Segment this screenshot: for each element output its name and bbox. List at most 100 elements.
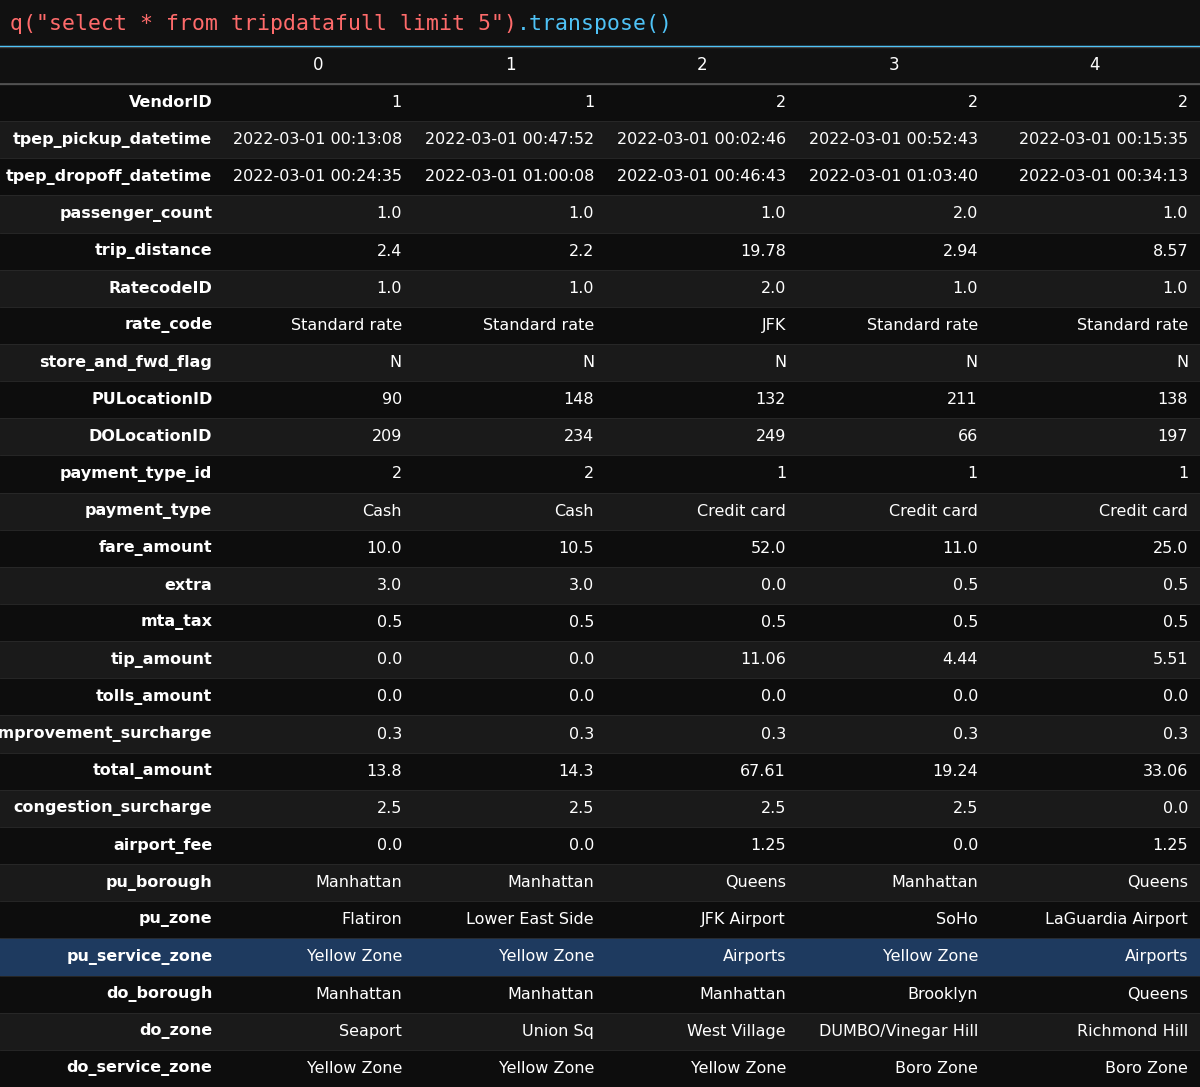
Bar [0, 382, 1200, 418]
Text: 1.0: 1.0 [953, 280, 978, 296]
Text: 14.3: 14.3 [558, 764, 594, 778]
Text: 3.0: 3.0 [377, 578, 402, 592]
Text: 1: 1 [775, 466, 786, 482]
Text: VendorID: VendorID [128, 95, 212, 110]
Bar [0, 715, 1200, 752]
Bar [0, 827, 1200, 864]
Text: 2: 2 [776, 95, 786, 110]
Text: 2: 2 [584, 466, 594, 482]
Text: 2.5: 2.5 [377, 801, 402, 816]
Text: Standard rate: Standard rate [1076, 317, 1188, 333]
Text: Queens: Queens [1127, 987, 1188, 1001]
Text: DOLocationID: DOLocationID [89, 429, 212, 445]
Text: N: N [582, 355, 594, 370]
Text: 2022-03-01 00:13:08: 2022-03-01 00:13:08 [233, 133, 402, 147]
Text: 10.5: 10.5 [558, 541, 594, 555]
Text: 0.5: 0.5 [1163, 615, 1188, 630]
Text: Flatiron: Flatiron [341, 912, 402, 927]
Text: Airports: Airports [722, 949, 786, 964]
Text: trip_distance: trip_distance [95, 243, 212, 259]
Text: 2: 2 [392, 466, 402, 482]
Text: 0.3: 0.3 [1163, 726, 1188, 741]
Bar [0, 1050, 1200, 1087]
Text: 2022-03-01 00:46:43: 2022-03-01 00:46:43 [617, 170, 786, 185]
Bar [0, 455, 1200, 492]
Text: q("select * from tripdatafull limit 5"): q("select * from tripdatafull limit 5") [10, 14, 517, 35]
Text: 2022-03-01 00:15:35: 2022-03-01 00:15:35 [1019, 133, 1188, 147]
Text: 0.0: 0.0 [377, 689, 402, 704]
Text: 2: 2 [968, 95, 978, 110]
Text: 1.0: 1.0 [569, 280, 594, 296]
Text: 0.0: 0.0 [1163, 689, 1188, 704]
Text: Richmond Hill: Richmond Hill [1076, 1024, 1188, 1039]
Text: Seaport: Seaport [340, 1024, 402, 1039]
Text: 1.25: 1.25 [750, 838, 786, 853]
Bar [0, 1013, 1200, 1050]
Text: 1.0: 1.0 [1163, 280, 1188, 296]
Text: payment_type_id: payment_type_id [60, 466, 212, 482]
Text: 2: 2 [1178, 95, 1188, 110]
Text: 25.0: 25.0 [1152, 541, 1188, 555]
Text: Union Sq: Union Sq [522, 1024, 594, 1039]
Text: do_borough: do_borough [106, 986, 212, 1002]
Text: 2.4: 2.4 [377, 243, 402, 259]
Bar [0, 270, 1200, 307]
Text: 1.0: 1.0 [569, 207, 594, 222]
Text: 2.5: 2.5 [761, 801, 786, 816]
Text: 138: 138 [1158, 392, 1188, 408]
Text: 2: 2 [697, 57, 707, 74]
Text: 19.24: 19.24 [932, 764, 978, 778]
Text: 2022-03-01 01:00:08: 2022-03-01 01:00:08 [425, 170, 594, 185]
Text: 148: 148 [563, 392, 594, 408]
Text: 211: 211 [947, 392, 978, 408]
Text: 4.44: 4.44 [942, 652, 978, 667]
Text: improvement_surcharge: improvement_surcharge [0, 726, 212, 742]
Bar [0, 752, 1200, 790]
Text: Standard rate: Standard rate [482, 317, 594, 333]
Text: 11.0: 11.0 [942, 541, 978, 555]
Bar [0, 343, 1200, 382]
Text: N: N [966, 355, 978, 370]
Bar [0, 678, 1200, 715]
Text: do_service_zone: do_service_zone [66, 1061, 212, 1076]
Text: 0.0: 0.0 [377, 838, 402, 853]
Text: 1.0: 1.0 [377, 280, 402, 296]
Text: 0.5: 0.5 [761, 615, 786, 630]
Text: 2.0: 2.0 [953, 207, 978, 222]
Text: 1.0: 1.0 [377, 207, 402, 222]
Text: SoHo: SoHo [936, 912, 978, 927]
Text: Credit card: Credit card [889, 503, 978, 518]
Text: Manhattan: Manhattan [508, 875, 594, 890]
Text: 0.0: 0.0 [953, 689, 978, 704]
Text: Manhattan: Manhattan [508, 987, 594, 1001]
Text: 0: 0 [313, 57, 323, 74]
Text: total_amount: total_amount [92, 763, 212, 779]
Text: 1.0: 1.0 [761, 207, 786, 222]
Text: 2.5: 2.5 [953, 801, 978, 816]
Text: 1: 1 [505, 57, 515, 74]
Text: 2.0: 2.0 [761, 280, 786, 296]
Text: 2022-03-01 00:02:46: 2022-03-01 00:02:46 [617, 133, 786, 147]
Text: Yellow Zone: Yellow Zone [499, 949, 594, 964]
Text: store_and_fwd_flag: store_and_fwd_flag [40, 354, 212, 371]
Text: 3: 3 [889, 57, 899, 74]
Text: pu_borough: pu_borough [106, 875, 212, 890]
Bar [0, 975, 1200, 1013]
Text: airport_fee: airport_fee [113, 837, 212, 853]
Text: RatecodeID: RatecodeID [108, 280, 212, 296]
Bar [0, 121, 1200, 159]
Text: do_zone: do_zone [139, 1023, 212, 1039]
Text: Credit card: Credit card [1099, 503, 1188, 518]
Bar [0, 567, 1200, 604]
Text: 10.0: 10.0 [366, 541, 402, 555]
Text: 0.3: 0.3 [761, 726, 786, 741]
Text: pu_service_zone: pu_service_zone [66, 949, 212, 965]
Bar [0, 790, 1200, 827]
Bar [0, 938, 1200, 975]
Bar [0, 641, 1200, 678]
Text: 0.5: 0.5 [377, 615, 402, 630]
Text: Lower East Side: Lower East Side [467, 912, 594, 927]
Text: 0.5: 0.5 [569, 615, 594, 630]
Text: Manhattan: Manhattan [316, 987, 402, 1001]
Text: Yellow Zone: Yellow Zone [307, 1061, 402, 1076]
